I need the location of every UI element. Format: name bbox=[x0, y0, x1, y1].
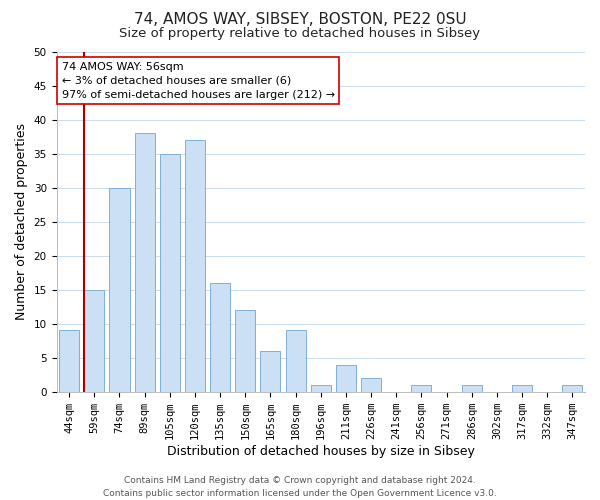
Text: Size of property relative to detached houses in Sibsey: Size of property relative to detached ho… bbox=[119, 28, 481, 40]
Bar bbox=[185, 140, 205, 392]
Bar bbox=[134, 133, 155, 392]
Bar bbox=[412, 385, 431, 392]
Bar bbox=[286, 330, 305, 392]
X-axis label: Distribution of detached houses by size in Sibsey: Distribution of detached houses by size … bbox=[167, 444, 475, 458]
Y-axis label: Number of detached properties: Number of detached properties bbox=[15, 123, 28, 320]
Bar bbox=[260, 351, 280, 392]
Bar bbox=[84, 290, 104, 392]
Text: 74 AMOS WAY: 56sqm
← 3% of detached houses are smaller (6)
97% of semi-detached : 74 AMOS WAY: 56sqm ← 3% of detached hous… bbox=[62, 62, 335, 100]
Bar bbox=[210, 283, 230, 392]
Text: Contains HM Land Registry data © Crown copyright and database right 2024.
Contai: Contains HM Land Registry data © Crown c… bbox=[103, 476, 497, 498]
Bar bbox=[109, 188, 130, 392]
Bar bbox=[512, 385, 532, 392]
Bar bbox=[311, 385, 331, 392]
Bar bbox=[235, 310, 256, 392]
Bar bbox=[562, 385, 583, 392]
Bar bbox=[361, 378, 381, 392]
Bar bbox=[59, 330, 79, 392]
Bar bbox=[336, 364, 356, 392]
Text: 74, AMOS WAY, SIBSEY, BOSTON, PE22 0SU: 74, AMOS WAY, SIBSEY, BOSTON, PE22 0SU bbox=[134, 12, 466, 28]
Bar bbox=[160, 154, 180, 392]
Bar bbox=[461, 385, 482, 392]
